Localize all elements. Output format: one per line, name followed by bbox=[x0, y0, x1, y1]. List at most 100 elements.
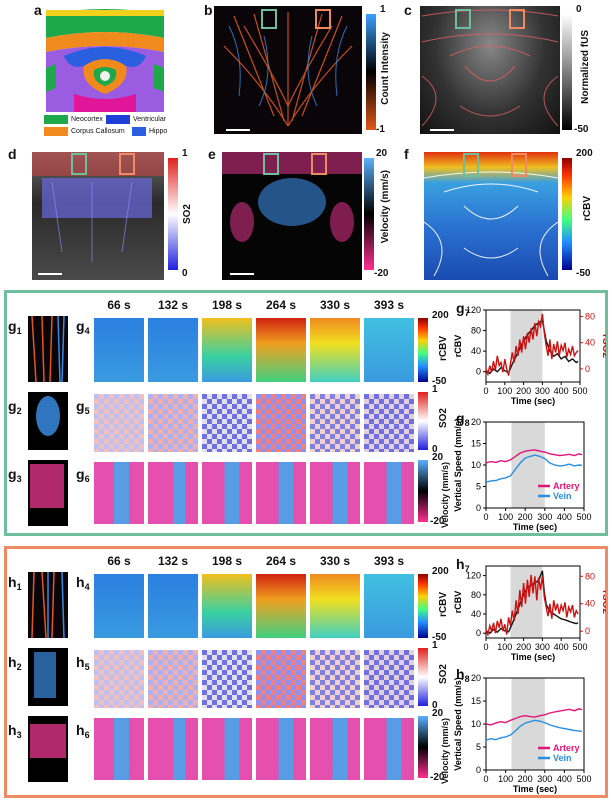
x-tick-label: 500 bbox=[576, 774, 591, 784]
colorbar-g5 bbox=[418, 392, 428, 450]
rcbv-tile bbox=[202, 318, 252, 382]
colorbar-e bbox=[364, 158, 374, 270]
panel-label-g5: g5 bbox=[76, 398, 90, 416]
chart-g8-vertical-speed: 0 100 200 300 400 500 0 5 10 15 20 Time (sec) Vertic… bbox=[453, 417, 592, 532]
plot-frame bbox=[485, 565, 581, 639]
y-tick-label: 0 bbox=[476, 628, 481, 638]
y-axis-label: rCBV bbox=[453, 335, 463, 358]
roi-g-flow-svg bbox=[36, 396, 60, 436]
y-tick-label: 0 bbox=[476, 367, 481, 377]
velocity-tile bbox=[202, 718, 252, 780]
rcbv-tile bbox=[148, 574, 198, 638]
roi-g-vessel-svg bbox=[31, 316, 65, 382]
y-tick-label: 10 bbox=[471, 719, 481, 729]
colorbar-c bbox=[562, 14, 572, 130]
x-tick-label: 300 bbox=[535, 642, 550, 652]
x-tick-label: 100 bbox=[498, 774, 513, 784]
rcbv-tile bbox=[364, 574, 414, 638]
rcbv-svg bbox=[424, 153, 558, 277]
y-tick-label: 0 bbox=[476, 503, 481, 513]
colorbar-d-max: 1 bbox=[182, 148, 188, 159]
y2-axis-label: rSO2 bbox=[600, 334, 606, 358]
series-line bbox=[485, 449, 583, 464]
y-tick-label: 5 bbox=[476, 742, 481, 752]
chart-g7-rcbv-rso2: 0 100 200 300 400 500 0 40 80 120 0 40 80 Time (sec) r… bbox=[453, 305, 606, 406]
x-tick-label: 400 bbox=[557, 774, 572, 784]
velocity-tile bbox=[256, 462, 306, 524]
y-tick-label: 10 bbox=[471, 460, 481, 470]
series-line bbox=[485, 708, 583, 726]
roi-g-frame bbox=[4, 290, 608, 536]
series-line bbox=[485, 719, 583, 741]
panel-label-b: b bbox=[204, 2, 213, 18]
stimulus-band bbox=[511, 422, 545, 508]
velocity-tile bbox=[256, 718, 306, 780]
x-axis-label: Time (sec) bbox=[511, 396, 555, 406]
so2-tile bbox=[310, 394, 360, 452]
y-axis-label: Vertical Speed (mm/s) bbox=[453, 418, 463, 512]
stimulus-band bbox=[511, 678, 545, 770]
panel-label-g6: g6 bbox=[76, 466, 90, 484]
atlas-svg bbox=[44, 8, 166, 112]
so2-tile bbox=[310, 650, 360, 708]
roi-h-artery-svg bbox=[30, 724, 66, 758]
x-tick-label: 0 bbox=[483, 774, 488, 784]
x-tick-label: 300 bbox=[535, 386, 550, 396]
velocity-tile bbox=[148, 462, 198, 524]
colorbar-d bbox=[168, 158, 178, 270]
panel-label-f: f bbox=[404, 146, 409, 162]
panel-label-d: d bbox=[8, 146, 17, 162]
y-tick-label: 20 bbox=[471, 673, 481, 683]
colorbar-g4-max: 200 bbox=[432, 310, 449, 321]
y-tick-label: 120 bbox=[466, 305, 481, 315]
atlas-legend: Neocortex Ventricular Corpus Callosum Hi… bbox=[44, 114, 172, 138]
legend-label: Artery bbox=[553, 743, 580, 753]
velocity-tile bbox=[310, 718, 360, 780]
atlas-legend-label: Corpus Callosum bbox=[71, 128, 125, 135]
legend-label: Vein bbox=[553, 491, 572, 501]
x-tick-label: 200 bbox=[516, 386, 531, 396]
y2-tick-label: 80 bbox=[585, 312, 595, 322]
panel-label-h4: h4 bbox=[76, 574, 90, 592]
colorbar-b-min: -1 bbox=[376, 124, 385, 135]
colorbar-g4-min: -50 bbox=[432, 376, 447, 387]
panel-label-g8: g8 bbox=[456, 410, 470, 428]
x-tick-label: 100 bbox=[498, 512, 513, 522]
roi-g-artery-image bbox=[28, 460, 68, 526]
plot-frame bbox=[485, 309, 581, 383]
colorbar-h5-min: 0 bbox=[432, 700, 438, 711]
colorbar-g4-title: rCBV bbox=[438, 336, 449, 362]
velocity-tile bbox=[94, 462, 144, 524]
colorbar-h5-title: SO2 bbox=[438, 664, 449, 685]
x-axis-label: Time (sec) bbox=[511, 652, 555, 662]
so2-tile bbox=[148, 650, 198, 708]
so2-tile bbox=[148, 394, 198, 452]
y-tick-label: 5 bbox=[476, 482, 481, 492]
so2-svg bbox=[32, 152, 164, 275]
y2-axis-label: rSO2 bbox=[600, 590, 606, 614]
colorbar-h6-title: Velocity (mm/s) bbox=[440, 718, 450, 785]
x-tick-label: 400 bbox=[554, 642, 569, 652]
fus-svg bbox=[421, 9, 559, 131]
velocity-tile bbox=[94, 718, 144, 780]
colorbar-b-max: 1 bbox=[380, 4, 386, 15]
rcbv-tile bbox=[202, 574, 252, 638]
x-tick-label: 300 bbox=[537, 774, 552, 784]
colorbar-h4-max: 200 bbox=[432, 566, 449, 577]
so2-tile bbox=[256, 394, 306, 452]
atlas-legend-swatch bbox=[44, 114, 68, 124]
colorbar-d-min: 0 bbox=[182, 268, 188, 279]
velocity-tile bbox=[364, 718, 414, 780]
atlas-legend-swatch bbox=[132, 126, 146, 136]
chart-h7-rcbv-rso2: 0 100 200 300 400 500 0 40 80 120 0 40 80 Time (sec) r… bbox=[453, 565, 606, 662]
colorbar-g6 bbox=[418, 460, 428, 522]
chart-h8-vertical-speed: 0 100 200 300 400 500 0 5 10 15 20 Time (sec) Vertic… bbox=[453, 673, 592, 794]
so2-tile bbox=[94, 650, 144, 708]
atlas-legend-item: Hippo bbox=[132, 126, 167, 137]
timepoint-label: 393 s bbox=[373, 554, 405, 568]
brain-atlas-map bbox=[44, 8, 166, 112]
rcbv-tile bbox=[256, 318, 306, 382]
rcbv-image bbox=[424, 152, 558, 280]
y-tick-label: 15 bbox=[471, 696, 481, 706]
rcbv-tile bbox=[256, 574, 306, 638]
